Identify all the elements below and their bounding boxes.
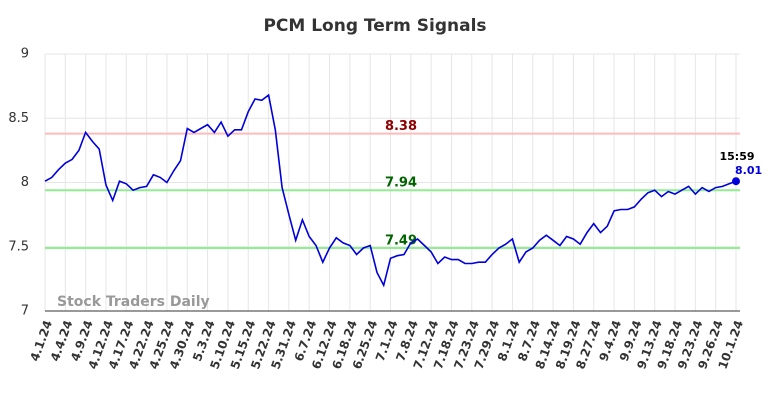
last-time: 15:59 <box>719 150 754 163</box>
last-point <box>732 177 740 186</box>
price-line <box>44 93 737 288</box>
y-tick-label: 7.5 <box>8 239 29 254</box>
chart-title: PCM Long Term Signals <box>263 16 486 36</box>
y-tick-label: 8.5 <box>8 111 29 126</box>
reference-label: 7.94 <box>385 176 417 191</box>
y-tick-label: 7 <box>21 304 29 319</box>
last-value: 8.01 <box>735 164 762 177</box>
reference-label: 8.38 <box>385 119 417 134</box>
y-tick-label: 8 <box>21 175 29 190</box>
reference-label: 7.49 <box>385 234 417 249</box>
watermark: Stock Traders Daily <box>57 294 210 310</box>
y-tick-label: 9 <box>21 47 29 62</box>
